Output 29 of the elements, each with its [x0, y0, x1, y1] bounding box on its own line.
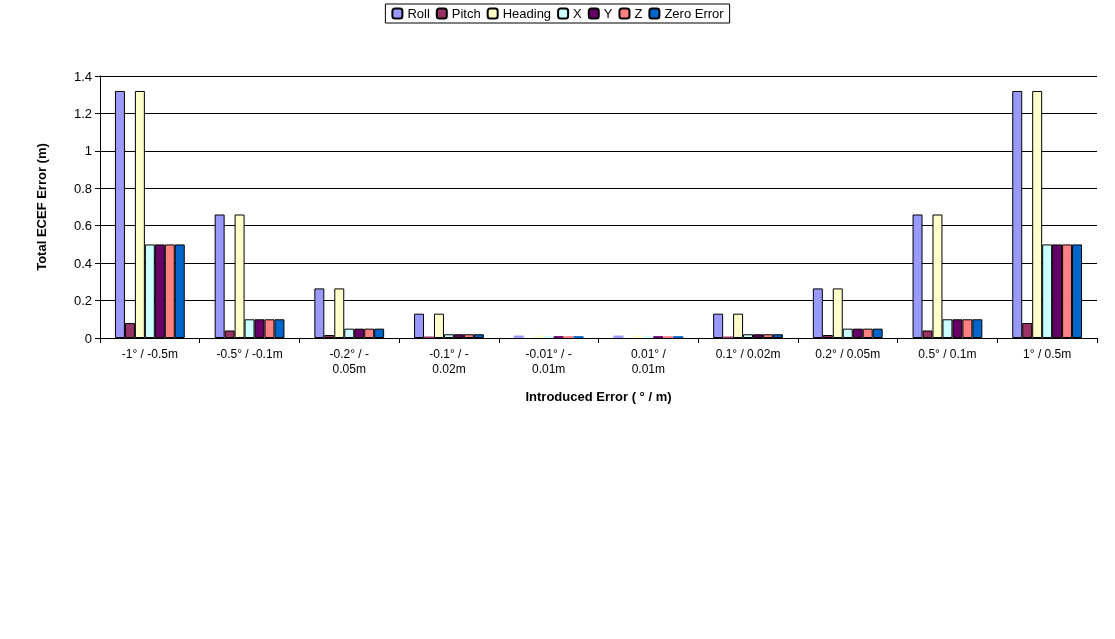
- legend-label: Pitch: [451, 6, 481, 21]
- legend-label: Heading: [502, 6, 552, 21]
- y-tick-label: 0.8: [73, 180, 92, 196]
- legend-label: Zero Error: [664, 6, 725, 21]
- x-tick-label: -1° / -0.5m: [121, 346, 178, 361]
- x-axis-title: Introduced Error ( ° / m): [525, 389, 672, 404]
- y-tick-label: 0.4: [73, 255, 92, 271]
- legend-label: Y: [603, 6, 613, 21]
- x-tick-label: -0.2° / - 0.05m: [329, 346, 369, 376]
- y-tick-label: 0: [84, 330, 92, 346]
- y-tick-label: 0.2: [73, 293, 92, 309]
- y-tick-label: 1.2: [73, 105, 92, 121]
- legend-label: Roll: [407, 6, 430, 21]
- legend-label: X: [573, 6, 583, 21]
- legend-label: Z: [634, 6, 643, 21]
- bar: [713, 313, 724, 338]
- x-tick-label: 0.01° / 0.01m: [630, 346, 667, 376]
- x-tick-label: 1° / 0.5m: [1023, 346, 1072, 361]
- x-tick-label: -0.01° / - 0.01m: [525, 346, 572, 376]
- x-tick-label: 0.2° / 0.05m: [815, 346, 881, 361]
- x-tick-label: -0.5° / -0.1m: [216, 346, 283, 361]
- y-axis-title: Total ECEF Error (m): [34, 143, 49, 271]
- bar: [414, 313, 425, 338]
- x-tick-label: -0.1° / - 0.02m: [429, 346, 469, 376]
- y-tick-label: 1: [84, 143, 92, 159]
- y-tick-label: 0.6: [73, 218, 92, 234]
- y-tick-label: 1.4: [73, 68, 92, 84]
- x-tick-label: 0.5° / 0.1m: [918, 346, 977, 361]
- x-tick-label: 0.1° / 0.02m: [715, 346, 781, 361]
